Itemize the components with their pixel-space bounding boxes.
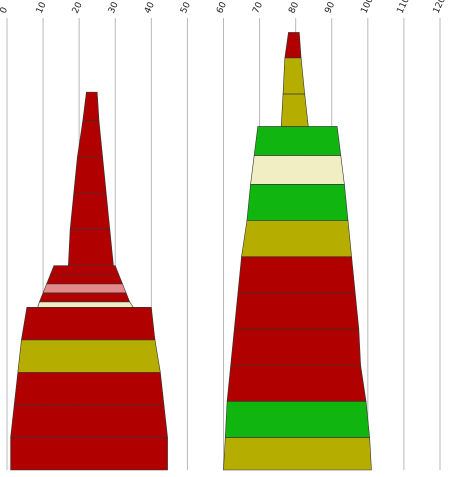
x-tick-label-90: 90: [323, 0, 337, 15]
x-tick-label-40: 40: [143, 0, 157, 15]
x-tick-label-60: 60: [215, 0, 229, 15]
column-1-segment-3: [13, 372, 165, 406]
x-tick-label-80: 80: [287, 0, 301, 15]
x-tick-label-30: 30: [107, 0, 121, 15]
column-1-segment-12: [69, 193, 111, 230]
column-2-segment-9: [250, 155, 345, 185]
columns: [10, 32, 372, 471]
x-tick-label-50: 50: [179, 0, 193, 15]
column-2-segment-7: [241, 220, 352, 257]
column-2-segment-12: [282, 57, 306, 95]
column-2-segment-2: [224, 400, 370, 438]
column-1-segment-1: [10, 437, 168, 471]
column-2-segment-8: [246, 184, 349, 221]
column-1: [10, 91, 168, 471]
column-1-segment-4: [17, 339, 161, 373]
column-1-segment-2: [10, 404, 168, 438]
x-tick-label-120: 120: [432, 0, 448, 15]
x-tick-label-110: 110: [396, 0, 412, 15]
column-1-segment-13: [73, 156, 107, 194]
column-1-segment-5: [21, 306, 156, 341]
column-2: [223, 32, 372, 471]
column-1-segment-10: [49, 265, 120, 276]
column-2-segment-4: [230, 328, 361, 366]
column-1-segment-8: [42, 283, 127, 294]
x-tick-label-100: 100: [359, 0, 375, 15]
column-2-segment-3: [226, 364, 367, 402]
x-tick-label-70: 70: [251, 0, 265, 15]
column-1-segment-11: [68, 229, 114, 267]
column-2-segment-13: [284, 32, 302, 59]
x-tick-label-10: 10: [35, 0, 49, 15]
x-tick-label-20: 20: [71, 0, 85, 15]
column-1-segment-9: [46, 274, 123, 285]
column-2-segment-10: [253, 126, 342, 156]
x-tick-labels: 0 10 20 30 40 50 60 70 80 90 100 110 120: [0, 0, 448, 15]
column-2-segment-6: [237, 256, 356, 294]
column-1-segment-15: [82, 91, 100, 122]
column-1-segment-6: [37, 301, 134, 308]
column-2-segment-11: [280, 93, 309, 127]
column-1-segment-7: [39, 292, 131, 303]
column-2-segment-5: [233, 292, 360, 330]
column-2-segment-1: [223, 437, 372, 471]
x-tick-label-0: 0: [0, 6, 10, 16]
column-1-segment-14: [77, 120, 103, 158]
